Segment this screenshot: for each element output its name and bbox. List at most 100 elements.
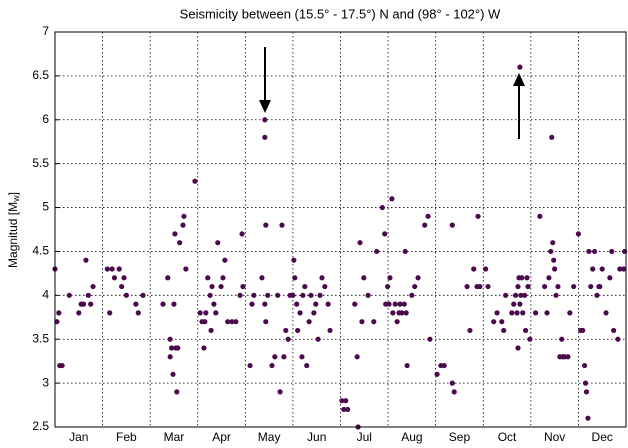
data-point xyxy=(491,319,497,325)
y-tick-label: 5 xyxy=(42,200,49,214)
data-point xyxy=(104,266,110,272)
plot-area: 2.5 3 3.5 4 4.5 5 5.5 6 6.5 7 Jan Feb Mar Apr May Jun Ju… xyxy=(32,24,628,444)
data-point xyxy=(133,301,139,307)
data-point xyxy=(537,213,543,219)
data-point xyxy=(475,213,481,219)
data-point xyxy=(80,301,87,307)
data-point xyxy=(291,257,297,263)
data-point xyxy=(263,222,269,228)
data-point xyxy=(304,362,310,369)
data-point xyxy=(121,275,127,281)
data-point xyxy=(449,222,455,228)
data-point xyxy=(201,345,207,351)
data-point xyxy=(237,292,243,298)
data-point xyxy=(449,380,455,386)
data-point xyxy=(397,301,403,307)
data-point xyxy=(116,266,122,272)
data-point xyxy=(588,283,594,290)
data-point xyxy=(262,117,268,123)
x-tick-label: Apr xyxy=(212,430,231,444)
data-point xyxy=(387,275,393,281)
data-point xyxy=(422,222,428,228)
y-tick-label: 7 xyxy=(42,24,49,38)
data-point xyxy=(90,283,96,290)
data-point xyxy=(207,292,213,298)
data-point xyxy=(352,301,358,307)
data-point xyxy=(262,134,268,140)
data-point xyxy=(550,240,556,246)
data-point xyxy=(515,345,521,351)
data-point xyxy=(386,301,392,307)
data-point xyxy=(451,389,457,395)
data-point xyxy=(575,231,582,237)
data-point xyxy=(361,275,367,281)
data-point xyxy=(374,248,380,255)
data-point xyxy=(325,301,331,307)
data-point xyxy=(302,283,308,290)
data-point xyxy=(345,406,351,413)
y-axis-label-end: ] xyxy=(6,192,20,195)
data-point xyxy=(319,275,325,281)
data-point xyxy=(501,327,507,334)
y-axis-label-sub: w xyxy=(11,195,21,203)
data-point xyxy=(205,275,211,281)
data-point xyxy=(532,310,539,316)
data-point xyxy=(621,266,627,272)
data-point xyxy=(167,336,173,342)
y-tick-label: 3.5 xyxy=(32,331,49,345)
data-point xyxy=(371,319,377,325)
data-point xyxy=(313,301,319,307)
data-point xyxy=(54,319,60,325)
data-point xyxy=(499,319,505,325)
data-point xyxy=(83,257,89,263)
data-point xyxy=(359,319,365,325)
data-point xyxy=(571,283,577,290)
data-point xyxy=(290,292,296,298)
data-point xyxy=(174,389,180,395)
data-point xyxy=(515,283,521,290)
data-point xyxy=(295,327,301,334)
data-point xyxy=(66,292,72,298)
data-point xyxy=(401,301,407,307)
data-point xyxy=(399,310,405,316)
axes-box xyxy=(54,31,627,428)
x-tick-label: Jan xyxy=(69,430,88,444)
x-tick-label: Dec xyxy=(592,430,613,444)
data-point xyxy=(211,301,217,307)
data-point xyxy=(183,266,189,272)
data-point xyxy=(167,354,173,360)
data-point xyxy=(583,389,590,395)
data-point xyxy=(297,310,303,316)
data-point xyxy=(88,301,94,307)
data-point xyxy=(294,301,300,307)
y-axis-label: Magnitud [Mw] xyxy=(6,192,21,268)
y-tick-label: 3 xyxy=(42,375,49,389)
data-point xyxy=(555,283,561,290)
data-point xyxy=(168,345,175,351)
data-point xyxy=(247,362,253,369)
data-point xyxy=(160,301,166,307)
data-point xyxy=(511,301,517,307)
data-point xyxy=(222,257,228,263)
data-point xyxy=(520,310,526,316)
data-point xyxy=(517,64,523,70)
data-point xyxy=(109,266,115,272)
data-point xyxy=(549,134,555,140)
data-point xyxy=(509,310,515,316)
data-point xyxy=(390,310,396,316)
data-point xyxy=(590,266,596,272)
data-point xyxy=(285,336,291,342)
data-point xyxy=(404,362,410,369)
data-point xyxy=(170,371,176,377)
data-point xyxy=(527,336,533,342)
data-point xyxy=(617,266,623,272)
data-point xyxy=(275,292,281,298)
x-tick-label: Sep xyxy=(449,430,471,444)
data-point xyxy=(299,354,305,360)
data-point xyxy=(565,354,571,360)
data-point xyxy=(392,301,398,307)
data-point xyxy=(251,292,257,298)
data-point xyxy=(175,345,181,351)
data-point xyxy=(315,336,321,342)
